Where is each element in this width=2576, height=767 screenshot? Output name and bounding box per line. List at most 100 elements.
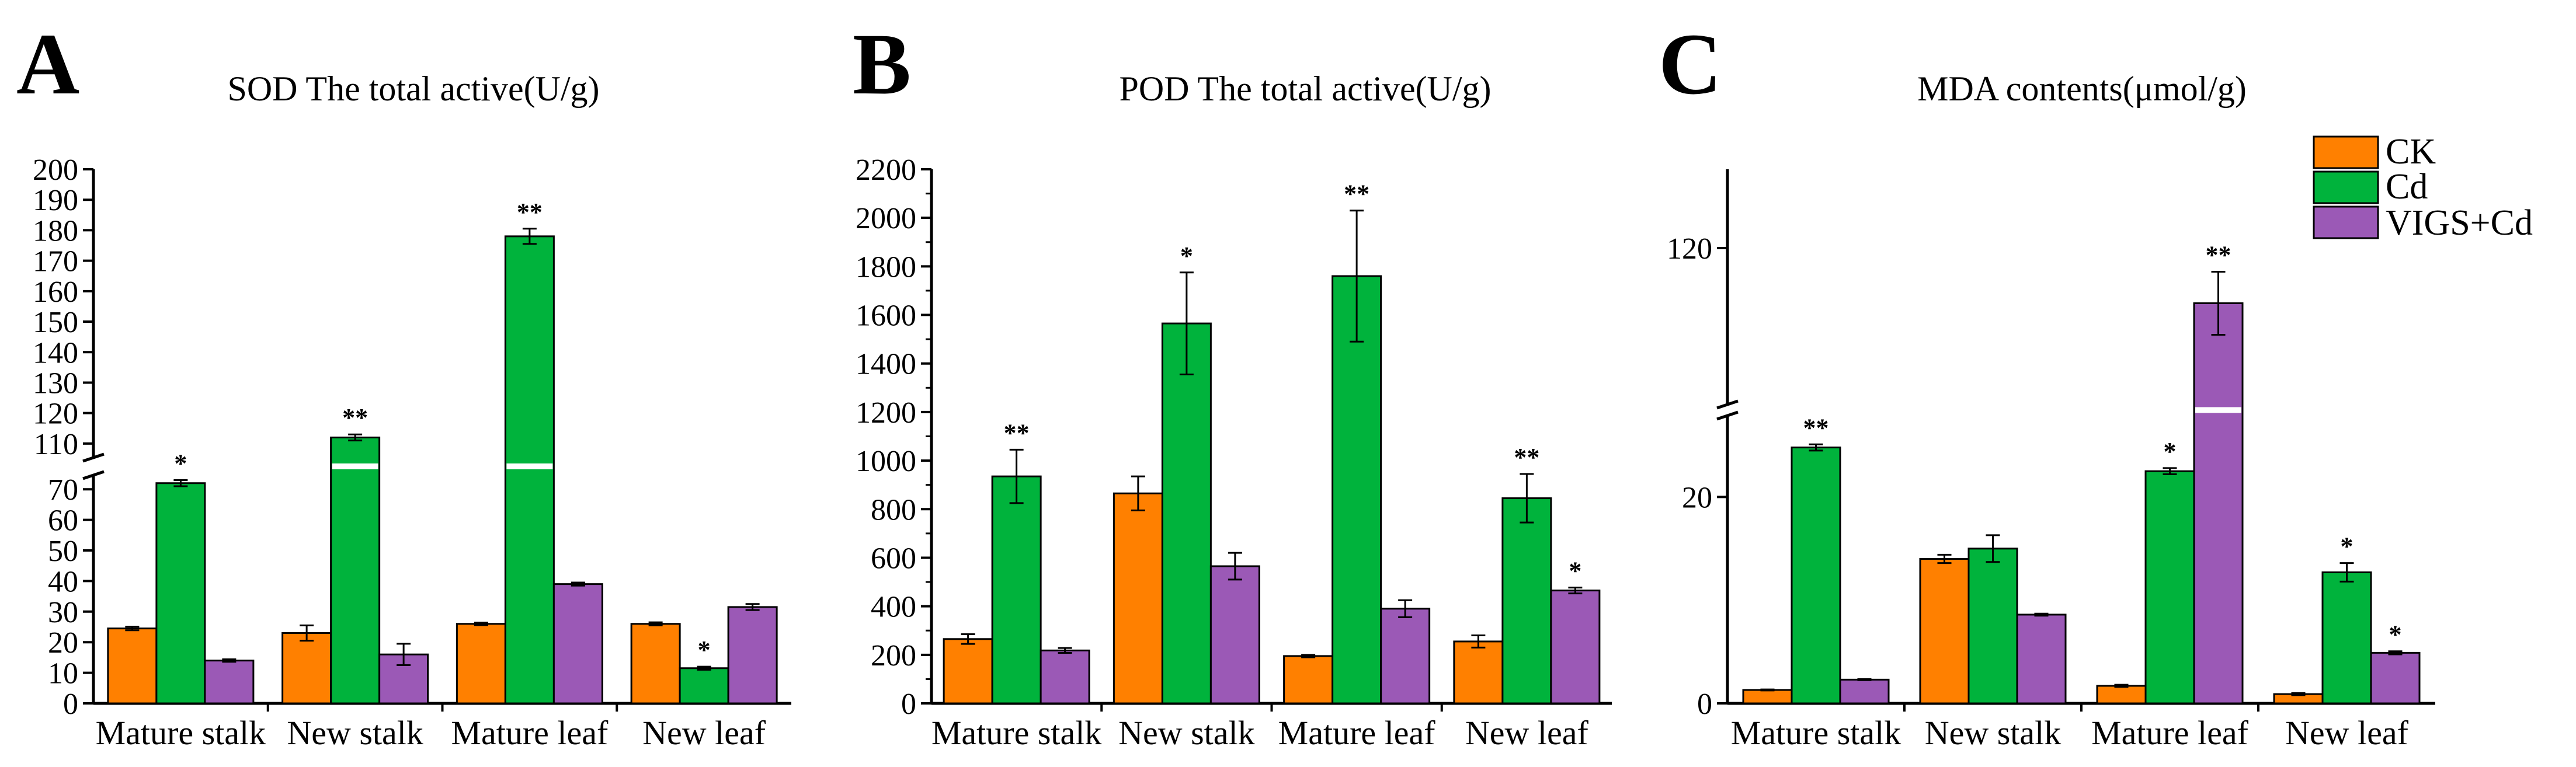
- significance-label: **: [517, 198, 543, 226]
- y-tick-label: 200: [871, 639, 916, 672]
- panel-letter-b: B: [853, 16, 911, 113]
- bar-cd-new-leaf: [2321, 571, 2372, 705]
- axis-break-mark: [1716, 410, 1739, 421]
- y-tick-label: 1200: [856, 396, 916, 430]
- significance-label: **: [2206, 241, 2231, 270]
- bar-vigs-cd-mature-leaf: [552, 583, 603, 705]
- y-tick-label: 20: [1682, 481, 1712, 514]
- y-tick-label: 70: [48, 473, 78, 507]
- significance-label: *: [174, 449, 187, 477]
- y-tick-label: 190: [33, 184, 78, 217]
- bar-vigs-cd-mature-stalk: [1040, 649, 1090, 705]
- y-tick-label: 60: [48, 504, 78, 538]
- panel-letter-c: C: [1659, 16, 1722, 113]
- significance-label: *: [2341, 532, 2353, 561]
- y-tick-label: 1800: [856, 250, 916, 284]
- bar-cd-mature-leaf: [1332, 275, 1382, 705]
- y-tick-label: 10: [48, 657, 78, 691]
- y-tick-label: 1600: [856, 299, 916, 333]
- bar-ck-mature-leaf: [2096, 685, 2147, 705]
- y-tick-label: 140: [33, 336, 78, 369]
- significance-label: **: [1344, 180, 1369, 208]
- x-tick-label-mature-stalk: Mature stalk: [1731, 714, 1901, 752]
- y-tick-label: 130: [33, 367, 78, 400]
- significance-label: **: [1004, 419, 1030, 447]
- y-tick-label: 50: [48, 535, 78, 568]
- bar-vigs-cd-new-leaf: [727, 606, 778, 705]
- x-tick-label-mature-leaf: Mature leaf: [1278, 714, 1436, 752]
- y-tick-label: 160: [33, 276, 78, 309]
- bar-vigs-cd-mature-stalk: [204, 660, 255, 705]
- bar-cd-new-stalk: [330, 436, 381, 705]
- y-tick-label: 40: [48, 565, 78, 598]
- axis-break-mark: [82, 470, 105, 480]
- chart-title-pod: POD The total active(U/g): [1119, 69, 1491, 108]
- x-tick-label-new-stalk: New stalk: [1118, 714, 1255, 752]
- bar-vigs-cd-new-leaf: [2370, 651, 2421, 705]
- legend-label-vigs-cd: VIGS+Cd: [2386, 203, 2533, 243]
- y-tick-label: 600: [871, 542, 916, 575]
- bar-break-gap: [332, 463, 378, 469]
- bar-ck-mature-stalk: [107, 627, 158, 705]
- chart-panel-pod: 0 200 400 600 800 1000 1200 1400 1600 1800 2000 220…: [856, 154, 1612, 752]
- y-tick-label: 180: [33, 214, 78, 247]
- x-tick-label-new-leaf: New leaf: [2285, 714, 2409, 752]
- y-tick-label: 1400: [856, 348, 916, 381]
- y-tick-label: 110: [34, 428, 78, 461]
- bar-vigs-cd-new-leaf: [1550, 590, 1601, 705]
- y-tick-label: 2000: [856, 202, 916, 235]
- significance-label: *: [2389, 620, 2402, 649]
- legend-label-cd: Cd: [2386, 167, 2428, 207]
- y-tick-label: 0: [1697, 688, 1712, 721]
- legend-swatch-vigs-cd: [2313, 205, 2379, 239]
- significance-label: *: [698, 636, 711, 664]
- significance-label: **: [342, 403, 368, 432]
- bar-ck-new-leaf: [630, 623, 681, 705]
- y-tick-label: 150: [33, 306, 78, 339]
- y-tick-label: 200: [33, 154, 78, 187]
- y-tick-label: 120: [33, 398, 78, 431]
- significance-label: **: [1514, 443, 1539, 472]
- y-tick-label: 120: [1667, 232, 1712, 266]
- bar-cd-mature-stalk: [1791, 447, 1841, 705]
- y-tick-label: 800: [871, 493, 916, 527]
- significance-label: *: [1569, 557, 1581, 585]
- bar-ck-new-stalk: [281, 632, 332, 705]
- y-tick-label: 170: [33, 245, 78, 278]
- bar-ck-new-leaf: [1453, 640, 1504, 705]
- x-tick-label-mature-stalk: Mature stalk: [931, 714, 1102, 752]
- bar-cd-new-stalk: [1967, 548, 2018, 705]
- y-tick-label: 30: [48, 596, 78, 629]
- bar-cd-mature-stalk: [991, 475, 1042, 705]
- y-tick-label: 1000: [856, 445, 916, 478]
- legend-swatch-cd: [2313, 170, 2379, 204]
- chart-title-sod: SOD The total active(U/g): [227, 69, 599, 108]
- x-tick-label-mature-leaf: Mature leaf: [451, 714, 609, 752]
- bar-vigs-cd-new-stalk: [2016, 613, 2067, 705]
- x-tick-label-mature-stalk: Mature stalk: [96, 714, 266, 752]
- bar-break-gap: [506, 463, 553, 469]
- bar-cd-mature-leaf: [2144, 470, 2195, 705]
- bar-break-gap: [2195, 407, 2241, 413]
- bar-ck-mature-stalk: [943, 638, 993, 705]
- chart-title-mda: MDA contents(μmol/g): [1917, 69, 2247, 108]
- x-tick-label-new-leaf: New leaf: [642, 714, 766, 752]
- bar-vigs-cd-mature-stalk: [1839, 678, 1890, 705]
- bar-ck-new-stalk: [1919, 558, 1970, 705]
- y-tick-label: 400: [871, 591, 916, 624]
- bar-ck-mature-leaf: [456, 623, 506, 705]
- y-tick-label: 2200: [856, 154, 916, 187]
- y-tick-label: 0: [63, 688, 78, 721]
- bar-cd-new-stalk: [1161, 322, 1212, 705]
- bar-vigs-cd-new-stalk: [1209, 565, 1260, 705]
- bar-cd-new-leaf: [1501, 497, 1552, 705]
- legend-swatch-ck: [2313, 135, 2379, 169]
- bar-cd-new-leaf: [679, 667, 729, 705]
- axis-break-mark: [1716, 399, 1739, 410]
- x-tick-label-new-leaf: New leaf: [1465, 714, 1589, 752]
- panel-letter-a: A: [16, 16, 79, 113]
- y-tick-label: 0: [901, 688, 916, 721]
